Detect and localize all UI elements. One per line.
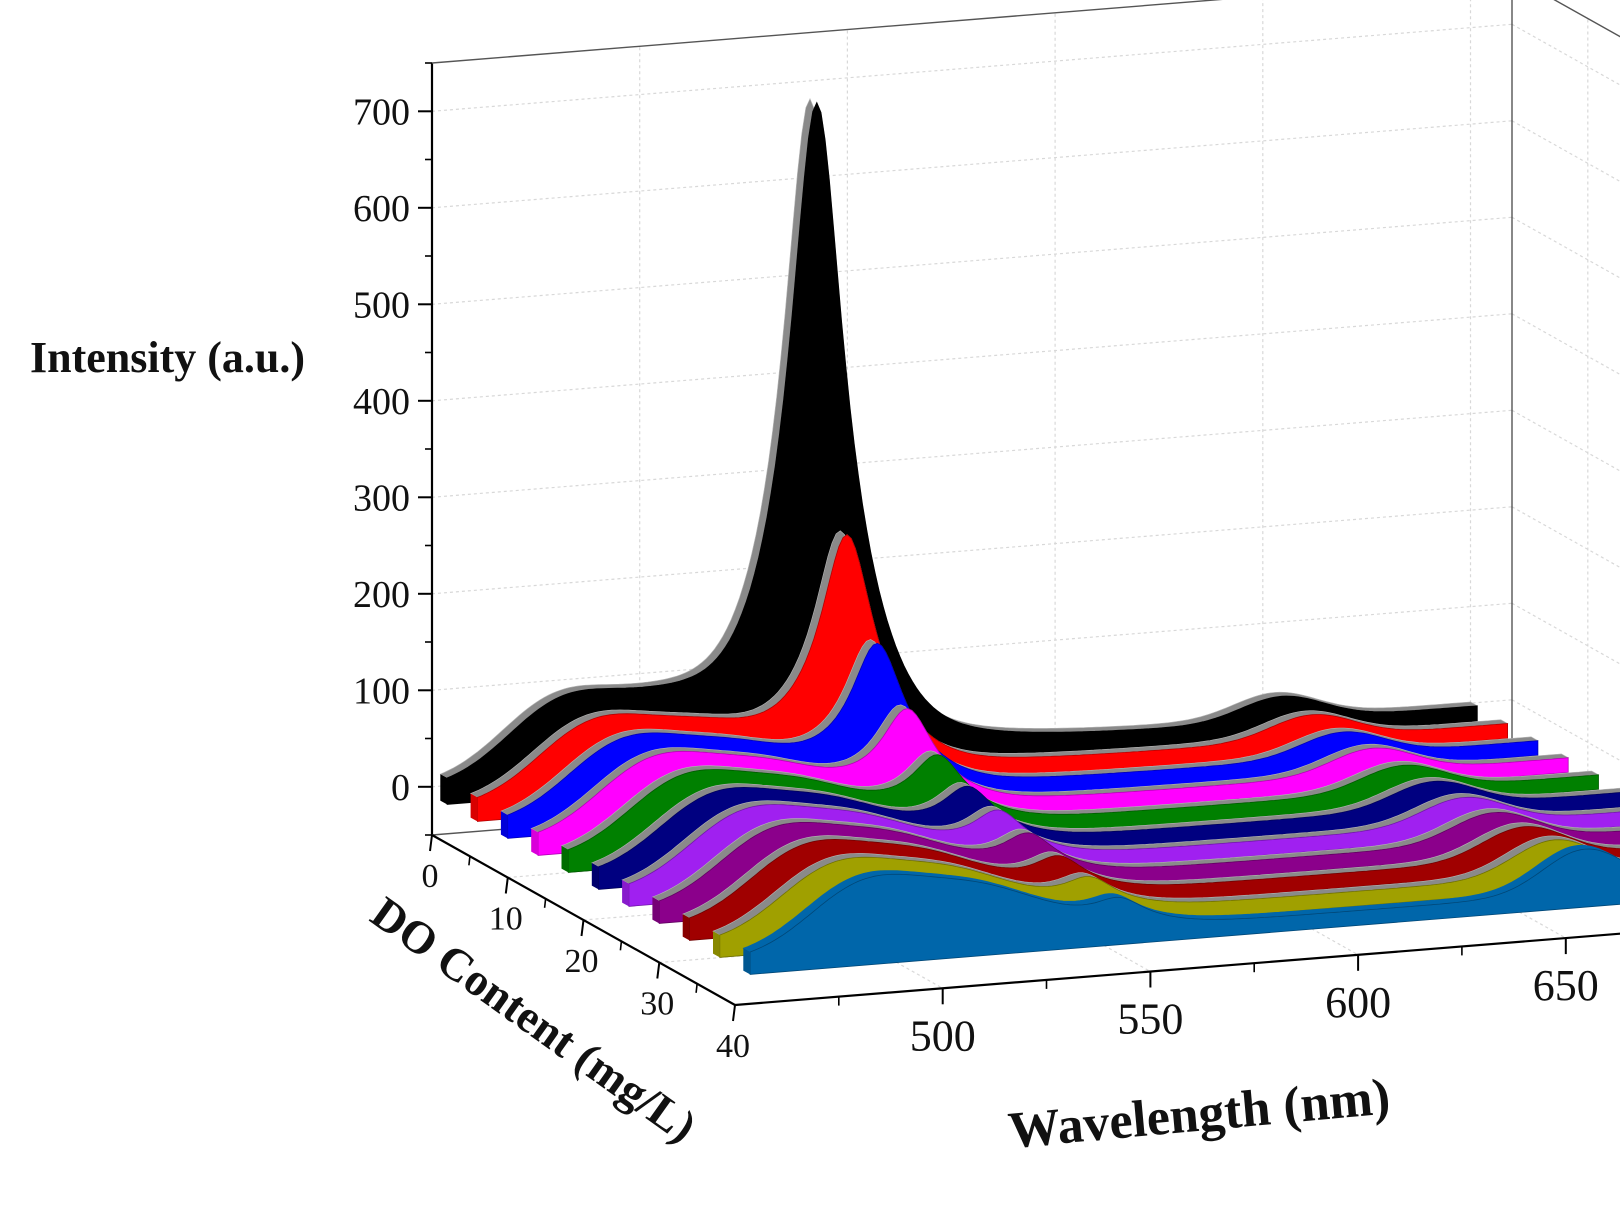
spectra-ribbons: [439, 97, 1620, 975]
y-tick-label: 700: [353, 91, 410, 133]
x-axis-title: Wavelength (nm): [1006, 1068, 1392, 1159]
grid-line-intensity: [431, 313, 1513, 402]
grid-line-side: [1511, 216, 1620, 279]
ribbon-top-spectrum-1: [439, 97, 1479, 779]
grid-line-intensity: [431, 120, 1513, 209]
wavelength-axis-line: [734, 932, 1620, 1007]
wavelength-tick-label: 550: [1117, 995, 1183, 1044]
grid-line-side: [1511, 313, 1620, 376]
y-tick-label: 100: [353, 670, 410, 712]
ribbon-cap-spectrum-7: [622, 879, 629, 907]
ribbon-spectrum-11: [742, 844, 1620, 975]
grid-line-side: [1511, 409, 1620, 472]
ribbon-cap-spectrum-6: [591, 862, 599, 890]
ribbon-cap-spectrum-9: [682, 914, 690, 941]
depth-tick: [429, 834, 433, 852]
y-tick-label: 600: [353, 188, 410, 230]
y-axis-title: Intensity (a.u.): [30, 333, 305, 382]
ribbon-cap-spectrum-10: [713, 931, 720, 958]
grid-line-intensity: [431, 409, 1513, 498]
ribbon-cap-spectrum-5: [561, 845, 569, 873]
axis-ticks: [418, 62, 1567, 1022]
back-wall-grid: [431, 0, 1620, 819]
grid-line-side: [1511, 120, 1620, 183]
tick-labels: 0 100 200 300 400 500 600 700 0 10 20 30 40 500 550 600…: [353, 91, 1599, 1065]
depth-tick-label: 40: [716, 1028, 750, 1065]
depth-tick: [656, 962, 661, 979]
y-tick-label: 300: [353, 477, 410, 519]
ribbon-spectrum-1: [439, 97, 1479, 805]
depth-tick-label: 10: [489, 901, 523, 938]
ribbon-front-spectrum-1: [446, 101, 1478, 805]
wavelength-tick-label: 650: [1533, 961, 1599, 1010]
ribbon-cap-spectrum-4: [531, 828, 538, 856]
grid-line-intensity: [431, 216, 1513, 305]
y-tick-label: 500: [353, 284, 410, 326]
ribbon-cap-spectrum-11: [743, 948, 751, 975]
depth-tick: [580, 919, 585, 937]
depth-tick: [732, 1004, 736, 1022]
ribbon-cap-spectrum-2: [470, 793, 478, 822]
grid-line-side: [1511, 506, 1620, 569]
depth-tick-label: 30: [640, 986, 674, 1023]
grid-line-side: [1511, 23, 1620, 86]
grid-line-intensity: [431, 602, 1513, 691]
ribbon-cap-spectrum-8: [652, 897, 660, 924]
depth-minor-tick: [695, 983, 698, 993]
side-top-edge: [1553, 0, 1620, 38]
grid-line-intensity: [431, 506, 1513, 595]
depth-tick-label: 20: [565, 943, 599, 980]
y-tick-label: 400: [353, 381, 410, 423]
ribbon-cap-spectrum-3: [500, 811, 508, 839]
depth-tick: [504, 877, 509, 894]
wavelength-tick-label: 500: [910, 1011, 976, 1060]
depth-tick-label: 0: [422, 858, 439, 895]
depth-minor-tick: [619, 941, 623, 951]
y-tick-label: 0: [391, 767, 410, 809]
y-tick-label: 200: [353, 574, 410, 616]
depth-minor-tick: [543, 898, 547, 908]
wavelength-tick-label: 600: [1325, 978, 1391, 1027]
ribbon-cap-spectrum-1: [440, 774, 448, 805]
depth-minor-tick: [468, 856, 471, 866]
grid-line-intensity: [431, 23, 1513, 112]
back-top-edge: [431, 0, 1223, 64]
ribbon-front-spectrum-11: [749, 848, 1620, 975]
